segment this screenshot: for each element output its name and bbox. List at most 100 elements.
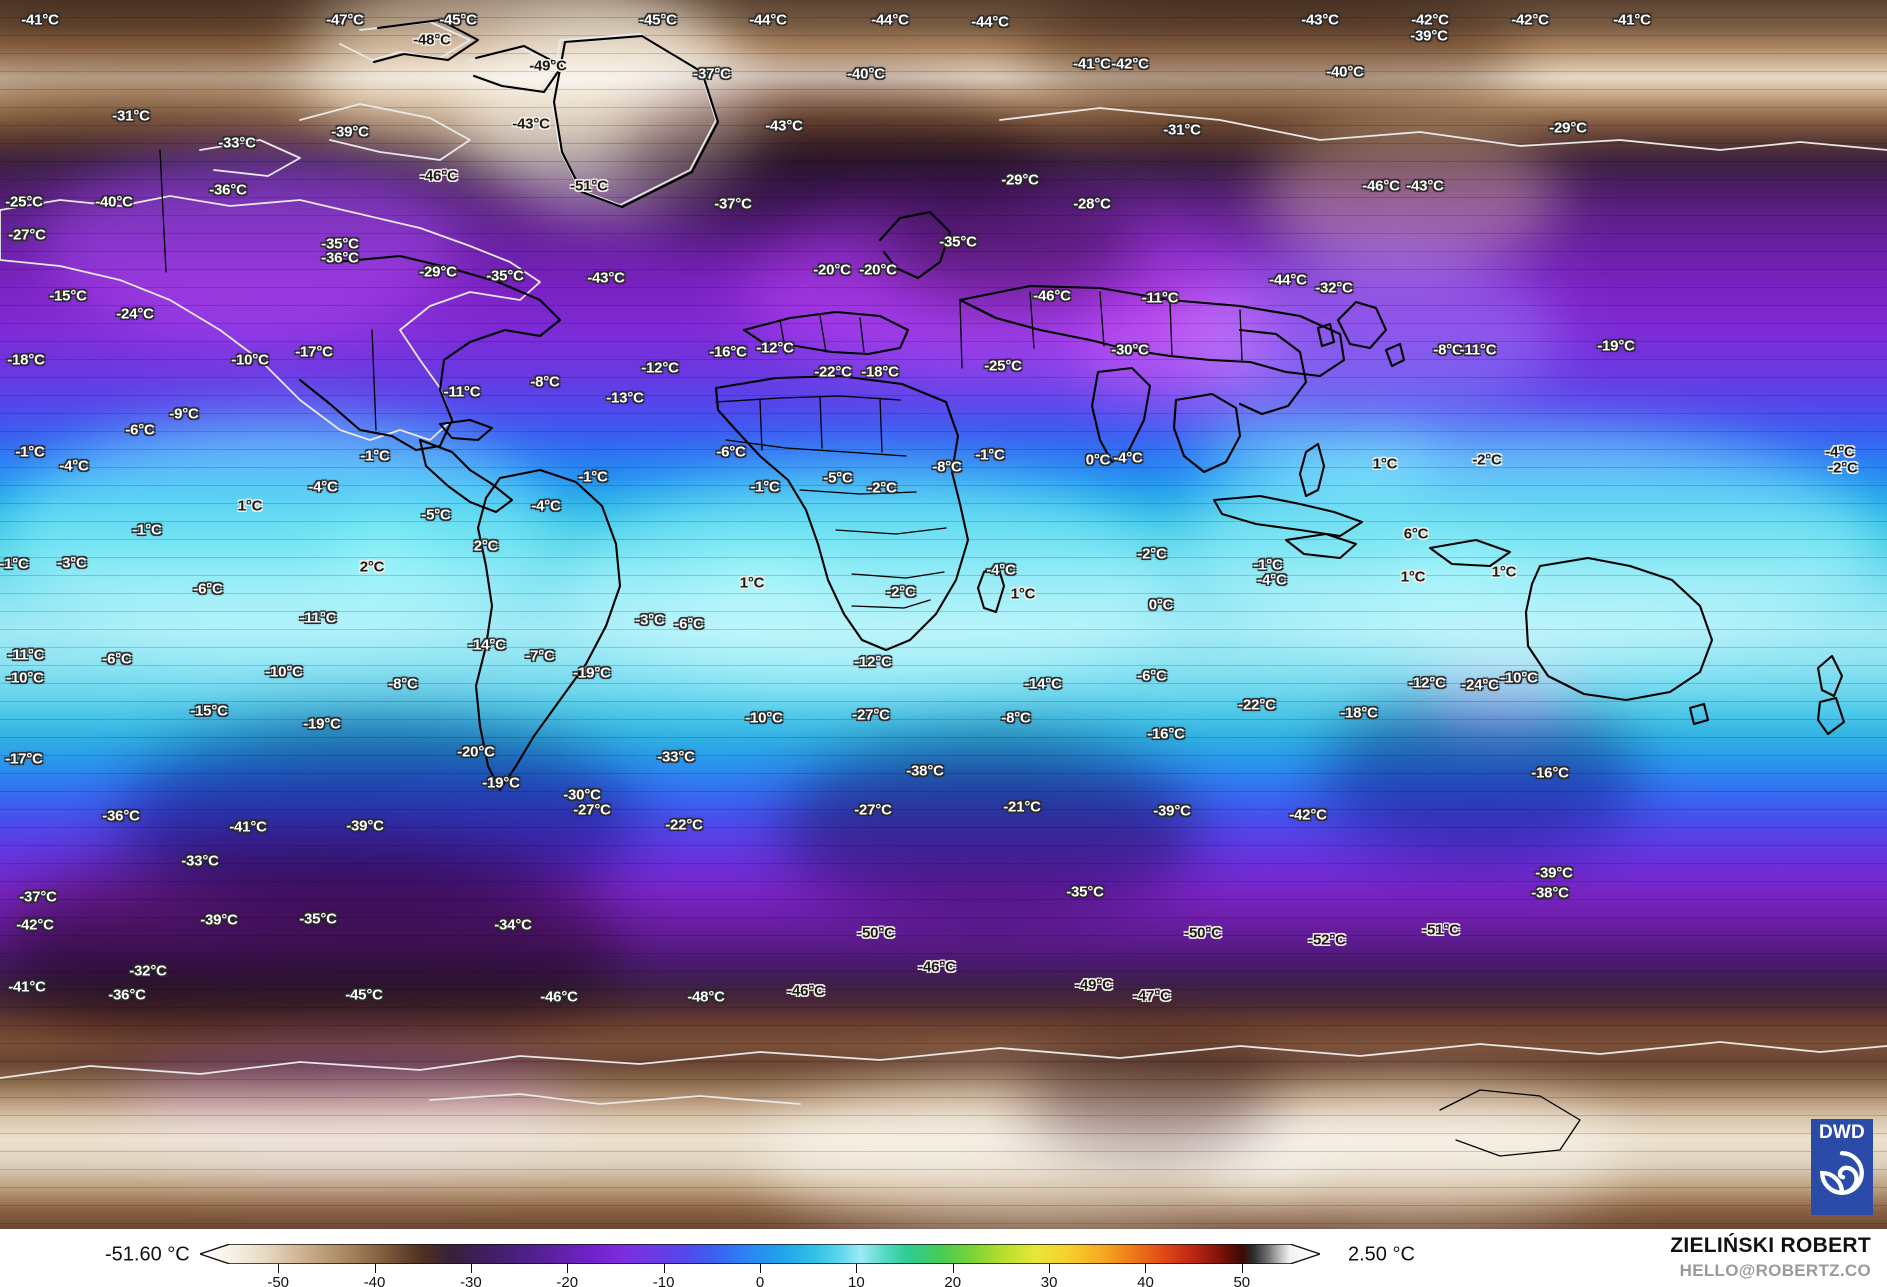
colorbar-left-cap <box>200 1244 230 1264</box>
temperature-label: -1°C <box>750 478 780 496</box>
temperature-label: -12°C <box>854 653 892 671</box>
temperature-label: -17°C <box>295 343 333 361</box>
colorbar-tick-label: 20 <box>944 1274 962 1287</box>
temperature-label: 1°C <box>739 574 765 592</box>
field-blob <box>1420 650 1580 730</box>
temperature-label: -3°C <box>635 611 665 629</box>
field-blob <box>120 1040 580 1170</box>
field-blob <box>0 420 560 650</box>
temperature-label: -41°C <box>21 11 59 29</box>
colorbar-tick <box>856 1264 858 1273</box>
colorbar-min-label: -51.60 °C <box>105 1243 190 1266</box>
field-blob <box>560 470 1180 690</box>
temperature-label: -10°C <box>745 709 783 727</box>
colorbar-max-label: 2.50 °C <box>1348 1243 1415 1266</box>
temperature-label: -31°C <box>112 107 150 125</box>
temperature-label: -4°C <box>986 561 1016 579</box>
temperature-label: -4°C <box>1825 443 1855 461</box>
temperature-label: -41°C <box>1073 55 1111 73</box>
temperature-label: -35°C <box>486 267 524 285</box>
field-blob <box>0 840 620 1060</box>
temperature-label: -4°C <box>1113 449 1143 467</box>
temperature-label: -6°C <box>102 650 132 668</box>
temperature-label: -1°C <box>975 446 1005 464</box>
temperature-label: -39°C <box>346 817 384 835</box>
temperature-label: 1°C <box>237 497 263 515</box>
temperature-label: -2°C <box>886 583 916 601</box>
temperature-label: -51°C <box>570 177 608 195</box>
temperature-label: -46°C <box>918 958 956 976</box>
temperature-label: -12°C <box>641 359 679 377</box>
temperature-label: -3°C <box>57 554 87 572</box>
temperature-label: 0°C <box>1085 451 1111 469</box>
temperature-label: 0°C <box>1148 596 1174 614</box>
temperature-label: -2°C <box>1472 451 1502 469</box>
temperature-label: -50°C <box>857 924 895 942</box>
temperature-label: -11°C <box>443 383 481 401</box>
colorbar-tick <box>1241 1264 1243 1273</box>
temperature-label: -2°C <box>867 479 897 497</box>
temperature-label: -10°C <box>231 351 269 369</box>
temperature-map[interactable]: -41°C -47°C -45°C -45°C -44°C -44°C -44°C -43°C… <box>0 0 1887 1229</box>
temperature-label: -43°C <box>1406 177 1444 195</box>
temperature-label: -36°C <box>102 807 140 825</box>
field-blob <box>1380 550 1520 600</box>
temperature-label: -46°C <box>1362 177 1400 195</box>
temperature-label: -15°C <box>190 702 228 720</box>
temperature-label: -33°C <box>218 134 256 152</box>
colorbar-tick <box>278 1264 280 1273</box>
temperature-label: -22°C <box>1238 696 1276 714</box>
temperature-label: -40°C <box>1326 63 1364 81</box>
temperature-label: -27°C <box>573 801 611 819</box>
temperature-label: -5°C <box>823 469 853 487</box>
temperature-label: -39°C <box>200 911 238 929</box>
temperature-label: -8°C <box>1001 709 1031 727</box>
temperature-label: -39°C <box>1153 802 1191 820</box>
temperature-label: -19°C <box>573 664 611 682</box>
temperature-label: 1°C <box>1372 455 1398 473</box>
temperature-label: -5°C <box>421 506 451 524</box>
coastline-overlay <box>0 18 1887 1157</box>
colorbar-tick <box>1145 1264 1147 1273</box>
temperature-label: -19°C <box>482 774 520 792</box>
dwd-logo[interactable]: DWD <box>1811 1119 1873 1215</box>
temperature-label: -20°C <box>457 743 495 761</box>
temperature-label: -39°C <box>331 123 369 141</box>
field-blob <box>1020 1040 1280 1150</box>
temperature-label: -1°C <box>15 443 45 461</box>
colorbar-tick-label: 40 <box>1137 1274 1154 1287</box>
temperature-label: -18°C <box>861 363 899 381</box>
temperature-label: -37°C <box>693 65 731 83</box>
colorbar-tick-label: -40 <box>363 1274 386 1287</box>
temperature-label: -41°C <box>1613 11 1651 29</box>
colorbar-tick <box>567 1264 569 1273</box>
temperature-label: -46°C <box>540 988 578 1006</box>
temperature-label: -28°C <box>1073 195 1111 213</box>
temperature-label: -1°C <box>132 521 162 539</box>
temperature-label: -1°C <box>1253 556 1283 574</box>
temperature-label: -41°C <box>229 818 267 836</box>
temperature-label: -45°C <box>439 11 477 29</box>
colorbar-tick-label: -10 <box>652 1274 675 1287</box>
colorbar-tick-label: -20 <box>556 1274 579 1287</box>
temperature-label: -15°C <box>49 287 87 305</box>
temperature-label: 2°C <box>473 537 499 555</box>
temperature-label: -6°C <box>125 421 155 439</box>
colorbar-tick <box>663 1264 665 1273</box>
temperature-label: -27°C <box>8 226 46 244</box>
temperature-label: -38°C <box>906 762 944 780</box>
temperature-label: -47°C <box>326 11 364 29</box>
temperature-label: -2°C <box>1828 459 1858 477</box>
temperature-label: -43°C <box>512 115 550 133</box>
temperature-label: -45°C <box>639 11 677 29</box>
temperature-label: -33°C <box>657 748 695 766</box>
colorbar[interactable]: -50 -40 -30 -20 -10 0 10 20 30 40 50 <box>200 1244 1320 1287</box>
temperature-label: -1°C <box>0 555 29 573</box>
field-blob <box>690 550 830 620</box>
temperature-label: -35°C <box>321 235 359 253</box>
temperature-label: -42°C <box>1111 55 1149 73</box>
temperature-label: -50°C <box>1184 924 1222 942</box>
temperature-label: -6°C <box>674 615 704 633</box>
temperature-label: -47°C <box>1133 987 1171 1005</box>
